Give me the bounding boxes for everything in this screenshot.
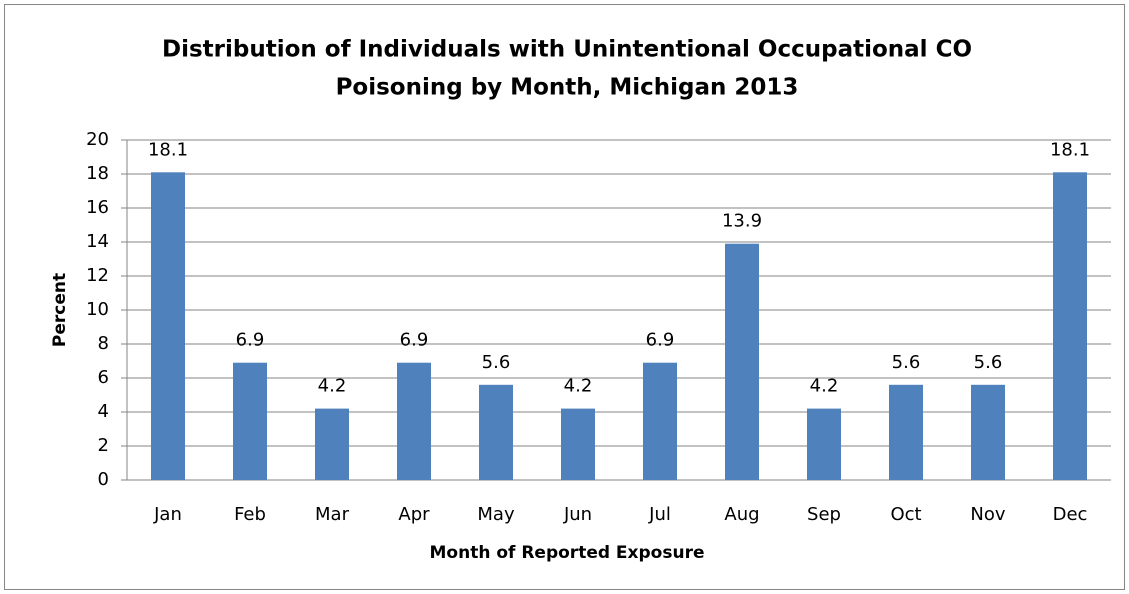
bar [397,362,431,480]
bar [1053,172,1087,481]
x-tick-label: Oct [890,504,921,525]
y-tick-label: 0 [98,469,109,490]
x-tick-label: Jul [648,504,671,525]
bar [971,384,1005,480]
chart-title: Distribution of Individuals with Uninten… [162,37,972,63]
y-tick-label: 8 [98,333,109,354]
data-label: 6.9 [236,330,265,351]
data-label: 5.6 [482,352,511,373]
y-tick-label: 6 [98,367,109,388]
y-tick-label: 16 [86,197,109,218]
y-tick-label: 18 [86,163,109,184]
data-label: 5.6 [892,352,921,373]
x-tick-label: Feb [234,504,266,525]
y-tick-label: 12 [86,265,109,286]
data-label: 4.2 [318,376,347,397]
x-tick-label: Mar [315,504,350,525]
chart-title: Poisoning by Month, Michigan 2013 [336,75,799,101]
y-tick-label: 10 [86,299,109,320]
data-label: 6.9 [646,330,675,351]
x-tick-label: May [477,504,515,525]
data-label: 18.1 [148,139,188,160]
bar [725,243,759,480]
bar [233,362,267,480]
bar [479,384,513,480]
x-tick-label: Sep [807,504,841,525]
data-label: 6.9 [400,330,429,351]
bar [315,408,349,480]
x-tick-label: Apr [398,504,430,525]
y-tick-label: 20 [86,129,109,150]
x-tick-label: Aug [724,504,759,525]
bar [643,362,677,480]
bar [807,408,841,480]
y-axis-title: Percent [50,273,70,347]
bar [151,172,185,481]
data-label: 5.6 [974,352,1003,373]
chart-frame [4,4,1125,590]
x-tick-label: Jan [153,504,182,525]
data-label: 13.9 [722,211,762,232]
x-axis-title: Month of Reported Exposure [430,543,705,563]
y-tick-label: 14 [86,231,109,252]
data-label: 4.2 [564,376,593,397]
x-tick-label: Dec [1053,504,1088,525]
y-tick-label: 4 [98,401,109,422]
y-tick-label: 2 [98,435,109,456]
data-label: 4.2 [810,376,839,397]
bar [889,384,923,480]
x-tick-label: Jun [563,504,592,525]
x-tick-label: Nov [970,504,1005,525]
data-label: 18.1 [1050,139,1090,160]
bar [561,408,595,480]
